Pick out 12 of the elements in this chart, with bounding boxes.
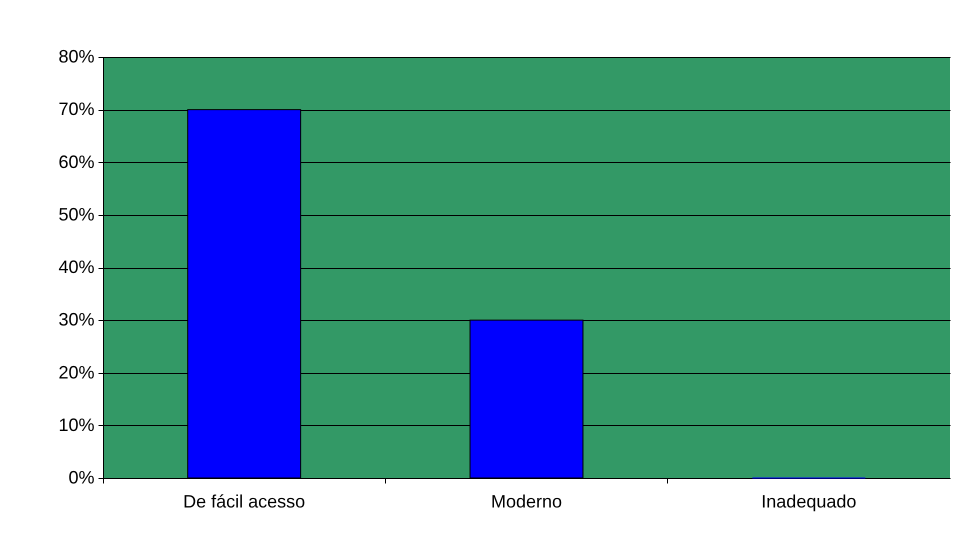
- y-tick-label: 40%: [58, 257, 94, 277]
- y-tick-label: 70%: [58, 99, 94, 120]
- y-tick-label: 20%: [58, 362, 94, 382]
- x-tick-label: Moderno: [490, 492, 562, 512]
- x-tick-label: Inadequado: [761, 492, 856, 512]
- y-tick-label: 50%: [58, 204, 94, 224]
- y-tick-label: 10%: [58, 414, 94, 435]
- y-tick-label: 60%: [58, 152, 94, 172]
- y-tick-label: 0%: [68, 468, 94, 488]
- y-tick-label: 80%: [58, 46, 94, 66]
- x-tick-label: De fácil acesso: [183, 492, 306, 512]
- y-tick-label: 30%: [58, 310, 94, 330]
